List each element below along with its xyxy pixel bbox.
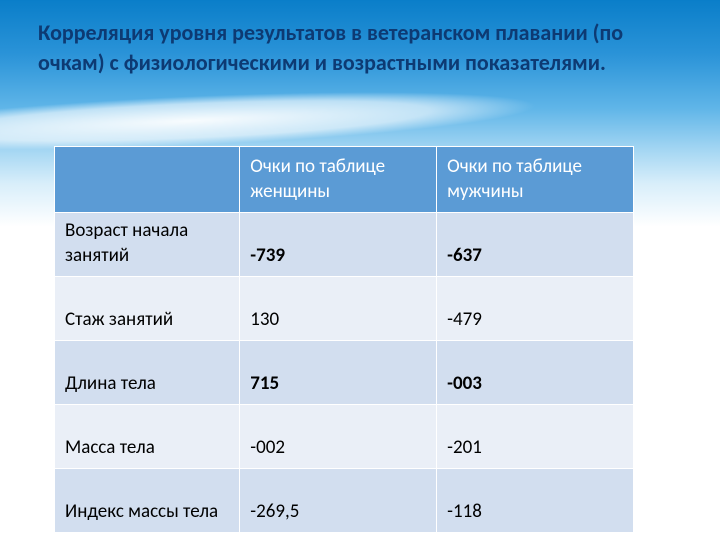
table-row: Возраст начала занятий -739 -637 xyxy=(55,213,634,277)
cell-women: -002 xyxy=(240,405,437,469)
table-row: Длина тела 715 -003 xyxy=(55,341,634,405)
cell-women: -739 xyxy=(240,213,437,277)
table-row: Стаж занятий 130 -479 xyxy=(55,277,634,341)
row-label: Длина тела xyxy=(55,341,240,405)
cell-women: 130 xyxy=(240,277,437,341)
page-title: Корреляция уровня результатов в ветеранс… xyxy=(38,18,680,77)
table-row: Индекс массы тела -269,5 -118 xyxy=(55,469,634,533)
col-header-label xyxy=(55,147,240,213)
cell-women: 715 xyxy=(240,341,437,405)
cell-men: -637 xyxy=(437,213,634,277)
cell-men: -118 xyxy=(437,469,634,533)
table-row: Масса тела -002 -201 xyxy=(55,405,634,469)
cell-men: -479 xyxy=(437,277,634,341)
cell-women: -269,5 xyxy=(240,469,437,533)
row-label: Стаж занятий xyxy=(55,277,240,341)
cell-men: -003 xyxy=(437,341,634,405)
table-body: Возраст начала занятий -739 -637 Стаж за… xyxy=(55,213,634,533)
cell-men: -201 xyxy=(437,405,634,469)
col-header-women: Очки по таблице женщины xyxy=(240,147,437,213)
correlation-table: Очки по таблице женщины Очки по таблице … xyxy=(54,146,634,533)
row-label: Масса тела xyxy=(55,405,240,469)
col-header-men: Очки по таблице мужчины xyxy=(437,147,634,213)
correlation-table-container: Очки по таблице женщины Очки по таблице … xyxy=(54,146,634,533)
row-label: Индекс массы тела xyxy=(55,469,240,533)
row-label: Возраст начала занятий xyxy=(55,213,240,277)
table-header-row: Очки по таблице женщины Очки по таблице … xyxy=(55,147,634,213)
